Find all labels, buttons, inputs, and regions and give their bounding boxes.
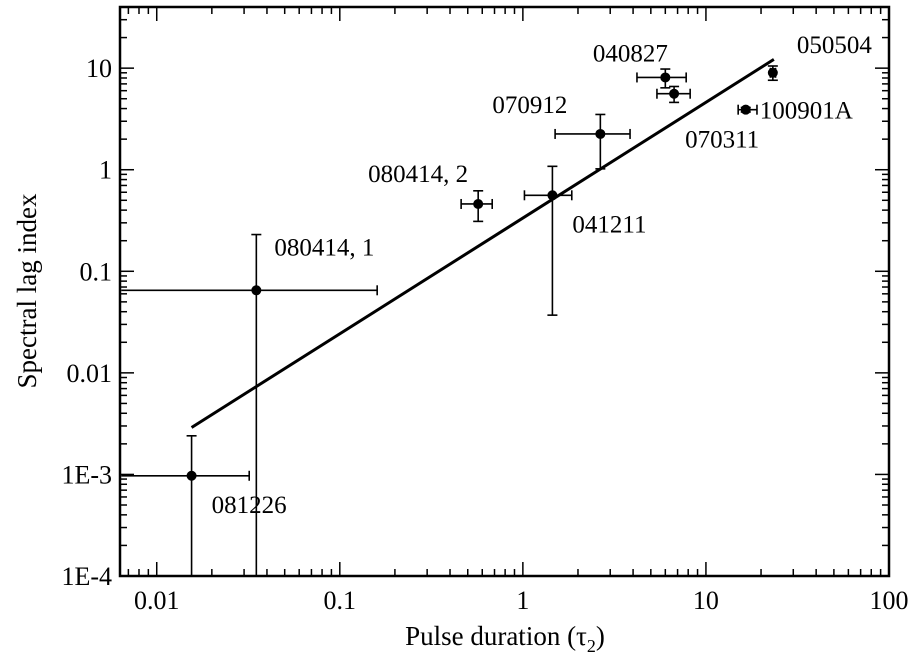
y-tick-label: 10 [86, 54, 112, 83]
point-label: 050504 [797, 32, 873, 59]
data-point-080414-1 [251, 285, 262, 296]
x-tick-label: 10 [693, 586, 719, 615]
data-point-100901A [740, 104, 751, 115]
data-point-070311 [669, 88, 680, 99]
x-tick-label: 1 [516, 586, 529, 615]
data-point-070912 [595, 128, 606, 139]
point-label: 070912 [492, 92, 567, 119]
x-tick-label: 0.1 [324, 586, 357, 615]
x-tick-label: 100 [870, 586, 909, 615]
y-tick-label: 1E-4 [61, 562, 112, 591]
tick-labels: 0.01 0.1 1 10 100 1E-4 1E-3 0.01 0.1 1 10 [61, 54, 908, 615]
plot-frame [118, 5, 891, 578]
data-point-040827 [660, 72, 671, 83]
point-label: 081226 [212, 492, 287, 519]
y-axis-label: Spectral lag index [12, 193, 42, 388]
y-tick-label: 0.01 [67, 359, 113, 388]
point-label: 080414, 1 [274, 234, 374, 261]
data-point-050504 [767, 67, 778, 78]
y-tick-label: 1E-3 [61, 460, 112, 489]
x-axis-label: Pulse duration (τ2) [405, 621, 605, 656]
point-label: 040827 [593, 40, 668, 67]
y-tick-label: 0.1 [80, 257, 113, 286]
fit-line [190, 58, 775, 429]
y-tick-label: 1 [99, 156, 112, 185]
point-label: 080414, 2 [368, 161, 468, 188]
point-label: 100901A [760, 98, 853, 125]
data-point-080414-2 [473, 198, 484, 209]
point-label: 070311 [685, 127, 759, 154]
data-points [186, 67, 778, 481]
point-labels: 081226 080414, 1 080414, 2 041211 070912 0408… [212, 32, 873, 519]
fit-line-group [190, 58, 775, 429]
data-point-081226 [186, 470, 197, 481]
x-tick-label: 0.01 [134, 586, 180, 615]
point-label: 041211 [572, 211, 646, 238]
data-point-041211 [547, 190, 558, 201]
